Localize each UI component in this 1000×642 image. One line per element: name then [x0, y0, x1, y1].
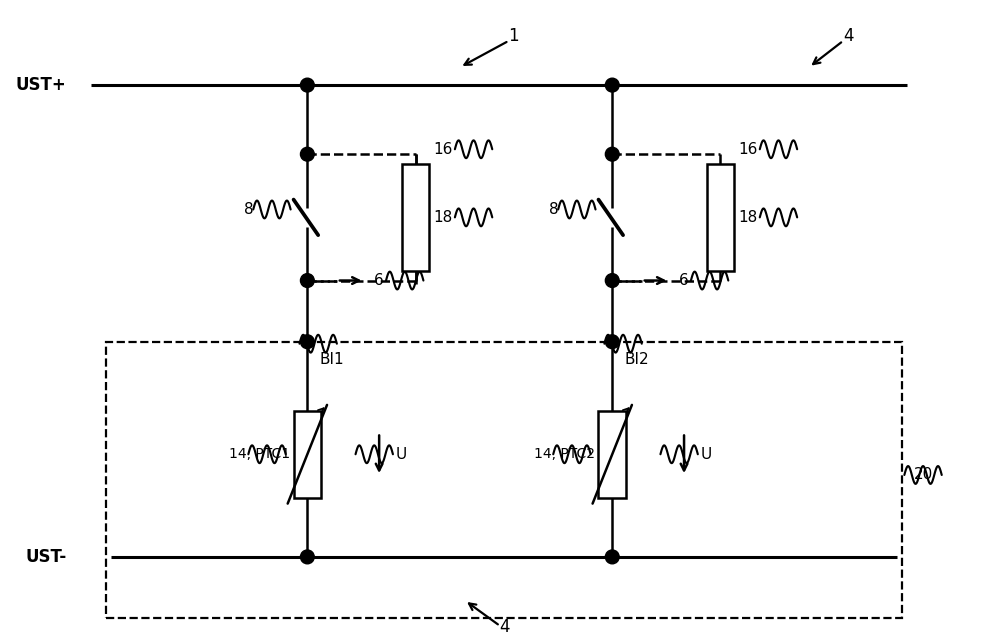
Text: 18: 18	[433, 210, 452, 225]
Circle shape	[300, 78, 314, 92]
Text: 14, PTC1: 14, PTC1	[229, 447, 290, 461]
Bar	[598, 411, 626, 498]
Circle shape	[605, 273, 619, 288]
Circle shape	[605, 78, 619, 92]
Text: 16: 16	[433, 142, 453, 157]
Circle shape	[300, 550, 314, 564]
Bar	[402, 164, 429, 271]
Text: 8: 8	[549, 202, 558, 217]
Text: 20: 20	[914, 467, 933, 483]
Text: BI1: BI1	[319, 352, 344, 367]
Text: U: U	[396, 447, 407, 462]
Text: 18: 18	[738, 210, 757, 225]
Text: UST-: UST-	[25, 548, 66, 566]
Circle shape	[300, 335, 314, 349]
Bar	[294, 411, 321, 498]
Text: 16: 16	[738, 142, 758, 157]
Text: 4: 4	[843, 27, 854, 45]
Text: 14, PTC2: 14, PTC2	[534, 447, 595, 461]
Text: 6: 6	[679, 273, 689, 288]
Text: 1: 1	[509, 27, 519, 45]
Circle shape	[300, 147, 314, 161]
Text: UST+: UST+	[16, 76, 66, 94]
Circle shape	[605, 147, 619, 161]
Circle shape	[605, 550, 619, 564]
Text: BI2: BI2	[624, 352, 649, 367]
Circle shape	[605, 335, 619, 349]
Text: 4: 4	[499, 618, 509, 636]
Text: U: U	[701, 447, 712, 462]
Text: 8: 8	[244, 202, 253, 217]
Bar	[707, 164, 734, 271]
Text: 6: 6	[374, 273, 384, 288]
Bar	[106, 342, 902, 618]
Circle shape	[300, 273, 314, 288]
